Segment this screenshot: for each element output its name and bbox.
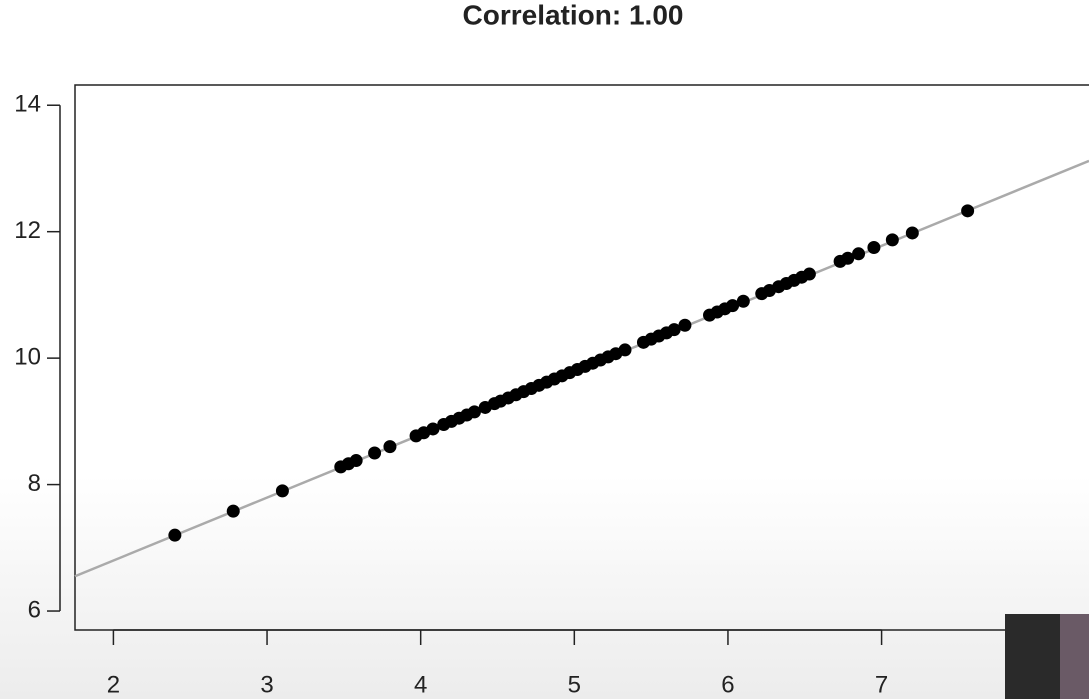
y-tick-label: 10	[14, 343, 41, 370]
x-tick-label: 3	[260, 671, 273, 698]
point	[736, 294, 750, 308]
point	[368, 446, 382, 460]
point	[426, 422, 440, 436]
plot-frame	[74, 84, 1089, 631]
point	[467, 405, 481, 419]
webcam-background	[1060, 614, 1089, 699]
point	[168, 528, 182, 542]
point	[618, 343, 632, 357]
y-tick-label: 8	[28, 470, 41, 497]
x-tick-label: 4	[414, 671, 427, 698]
y-tick-label: 12	[14, 217, 41, 244]
x-tick-label: 2	[107, 671, 120, 698]
point	[726, 299, 740, 313]
point	[383, 440, 397, 454]
point	[802, 267, 816, 281]
x-tick-label: 6	[721, 671, 734, 698]
x-tick-label: 7	[875, 671, 888, 698]
y-tick-label: 14	[14, 91, 41, 118]
point	[667, 323, 681, 337]
y-tick-label: 6	[28, 596, 41, 623]
point	[885, 233, 899, 247]
chart-title: Correlation: 1.00	[463, 0, 684, 30]
x-tick-label: 5	[568, 671, 581, 698]
point	[678, 318, 692, 332]
point	[852, 247, 866, 261]
point	[275, 484, 289, 498]
point	[905, 226, 919, 240]
point	[961, 204, 975, 218]
point	[841, 251, 855, 265]
point	[867, 240, 881, 254]
point	[349, 454, 363, 468]
point	[226, 504, 240, 518]
